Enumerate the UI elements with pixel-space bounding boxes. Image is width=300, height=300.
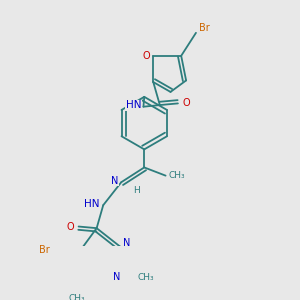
Text: O: O	[67, 221, 74, 232]
Text: CH₃: CH₃	[69, 294, 85, 300]
Text: CH₃: CH₃	[138, 273, 154, 282]
Text: HN: HN	[126, 100, 141, 110]
Text: CH₃: CH₃	[169, 171, 185, 180]
Text: Br: Br	[199, 23, 209, 33]
Text: N: N	[113, 272, 120, 282]
Text: N: N	[122, 238, 130, 248]
Text: N: N	[111, 176, 118, 186]
Text: HN: HN	[84, 199, 100, 208]
Text: O: O	[143, 51, 151, 61]
Text: O: O	[182, 98, 190, 108]
Text: H: H	[133, 186, 140, 195]
Text: Br: Br	[39, 244, 50, 254]
